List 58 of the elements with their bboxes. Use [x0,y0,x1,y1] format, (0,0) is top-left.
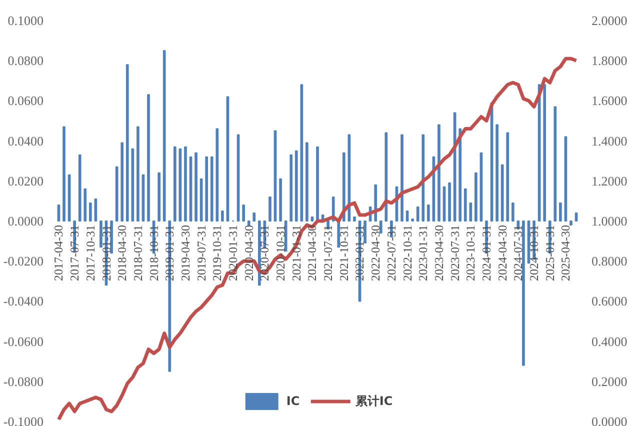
x-tick-label: 2023-07-31 [448,224,462,281]
x-tick-label: 2025-01-31 [542,224,557,281]
x-tick-label: 2019-10-31 [210,224,224,281]
x-tick-label: 2020-07-31 [258,224,272,281]
y-tick-label: -0.0400 [3,294,44,309]
y2-tick-label: 0.8000 [592,254,628,269]
x-tick-label: 2024-04-30 [495,224,510,281]
x-tick-label: 2024-10-31 [527,224,542,281]
y-tick-label: -0.0800 [3,374,44,389]
x-tick-label: 2017-10-31 [83,224,98,281]
y-tick-label: 0.1000 [8,13,44,28]
x-tick-label: 2020-10-31 [274,224,288,281]
y2-tick-label: 2.0000 [592,13,628,28]
x-tick-label: 2019-07-31 [194,224,208,281]
x-tick-label: 2019-04-30 [178,224,192,281]
x-tick-label: 2021-01-31 [289,224,304,281]
y-tick-label: 0.0400 [8,133,44,148]
y-tick-label: 0.0800 [8,53,44,68]
x-tick-label: 2020-01-31 [226,224,240,281]
x-tick-label: 2021-07-31 [321,224,336,281]
x-tick-label: 2021-04-30 [305,224,320,281]
x-tick-label: 2018-01-31 [99,224,114,281]
x-tick-label: 2019-01-31 [162,224,177,281]
y-tick-label: -0.0200 [3,254,44,269]
x-tick-label: 2018-04-30 [115,224,130,281]
y-tick-label: -0.0600 [3,334,44,349]
x-tick-label: 2017-04-30 [52,224,66,281]
y-tick-label: 0.0000 [8,214,44,228]
y2-tick-label: 0.2000 [592,374,628,389]
x-tick-label: 2024-01-31 [479,224,494,281]
x-tick-label: 2018-10-31 [146,224,161,281]
x-tick-label: 2023-10-31 [464,224,478,281]
y2-tick-label: 1.6000 [592,93,628,108]
x-tick-label: 2022-04-30 [368,224,383,281]
legend-label: 累计IC [355,392,393,410]
y2-tick-label: 1.2000 [592,173,628,188]
x-tick-label: 2022-10-31 [400,224,414,281]
x-tick-label: 2021-10-31 [336,224,351,281]
y2-tick-label: 1.4000 [592,133,628,148]
x-tick-label: 2024-07-31 [511,224,526,281]
x-tick-label: 2022-07-31 [384,224,398,281]
x-tick-label: 2020-04-30 [242,224,256,281]
y2-tick-label: 0.0000 [592,414,628,426]
x-tick-label: 2025-04-30 [558,224,573,281]
y-tick-label: 0.0200 [8,173,44,188]
y-tick-label: 0.0600 [8,93,44,108]
y2-tick-label: 1.8000 [592,53,628,68]
y-tick-label: -0.1000 [3,414,44,426]
y2-tick-label: 1.0000 [592,214,628,228]
x-tick-label: 2023-04-30 [432,224,446,281]
y2-tick-label: 0.4000 [592,334,628,349]
x-tick-label: 2017-07-31 [68,224,82,281]
x-tick-label: 2018-07-31 [130,224,145,281]
line-series [56,56,578,422]
x-tick-label: 2022-01-31 [352,224,367,281]
y2-tick-label: 0.6000 [592,294,628,309]
legend-label: IC [286,394,301,408]
x-tick-label: 2023-01-31 [416,224,430,281]
